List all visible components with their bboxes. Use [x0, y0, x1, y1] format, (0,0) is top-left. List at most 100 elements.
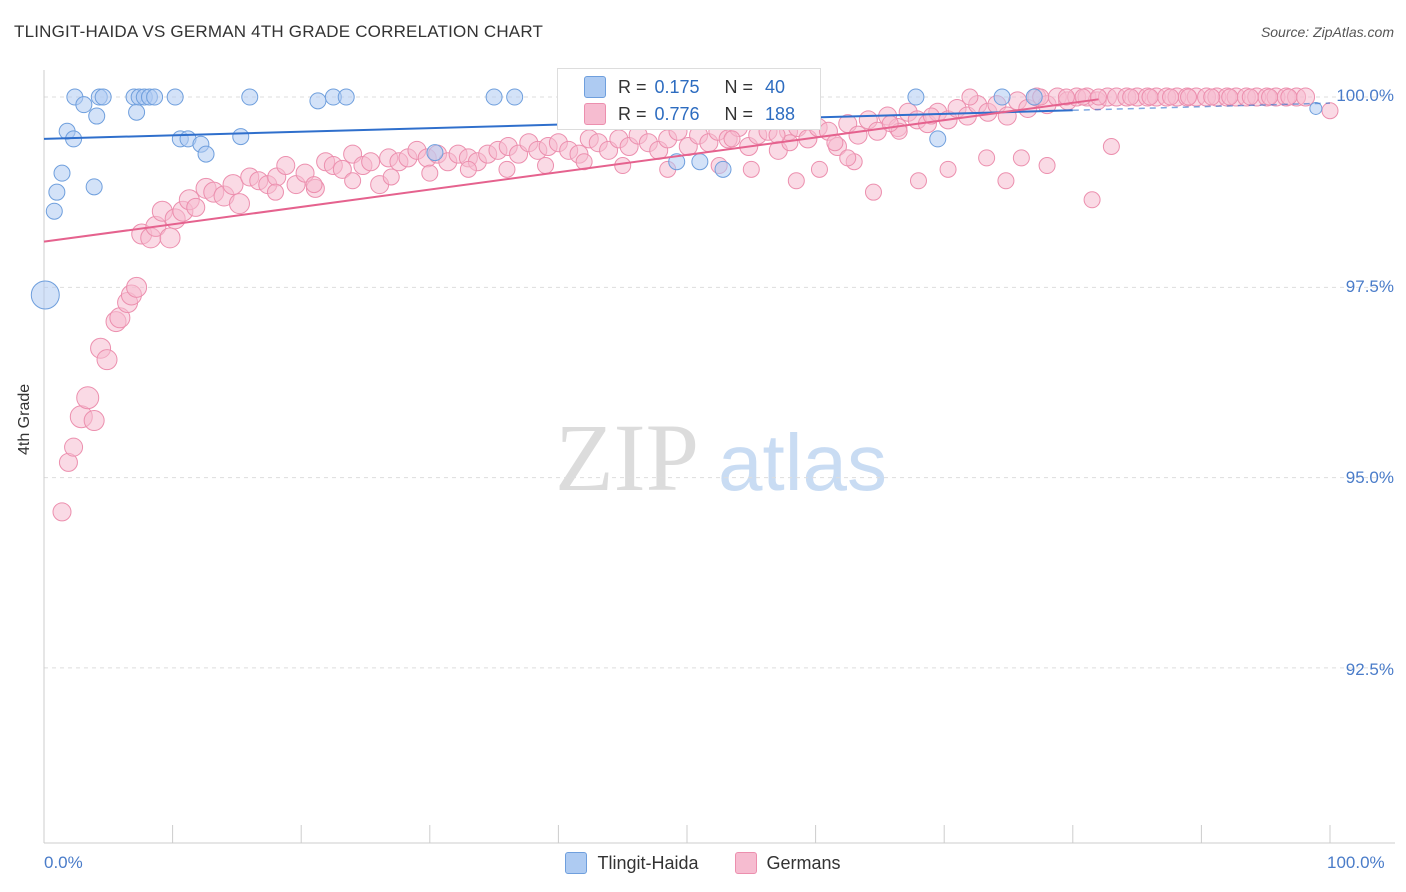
- germans-point-142: [909, 172, 927, 190]
- x-tick-label-max: 100.0%: [1327, 853, 1385, 872]
- germans-point-180: [723, 130, 741, 148]
- tlingit-haida-point-8: [85, 178, 103, 196]
- germans-trend-line: [43, 98, 1099, 243]
- legend-swatch-blue: [565, 852, 588, 874]
- germans-point-145: [810, 160, 828, 178]
- germans-point-182: [839, 149, 857, 167]
- tlingit-haida-point-24: [241, 88, 259, 106]
- germans-point-0: [52, 502, 72, 522]
- germans-point-136: [978, 149, 996, 167]
- source-label: Source: ZipAtlas.com: [1260, 24, 1394, 40]
- germans-point-173: [1321, 102, 1339, 120]
- germans-point-146: [787, 172, 805, 190]
- stats-n-value: 40: [765, 76, 786, 97]
- legend-label-tlingit-haida: Tlingit-Haida: [597, 852, 699, 873]
- stats-n-label: N =: [724, 103, 754, 124]
- legend-label-germans: Germans: [766, 852, 841, 873]
- tlingit-haida-point-11: [94, 88, 112, 106]
- stats-legend: R = 0.175 N = 40 R = 0.776 N = 188: [557, 68, 821, 130]
- germans-point-161: [1057, 88, 1075, 106]
- germans-point-37: [332, 159, 352, 179]
- watermark-atlas: atlas: [718, 418, 887, 507]
- germans-point-172: [1280, 88, 1298, 106]
- germans-point-169: [1221, 88, 1239, 106]
- germans-point-154: [459, 160, 477, 178]
- germans-point-155: [421, 164, 439, 182]
- tlingit-haida-point-7: [75, 96, 93, 114]
- stats-n-value: 188: [765, 103, 796, 124]
- tlingit-haida-point-2: [48, 183, 66, 201]
- germans-point-166: [1162, 88, 1180, 106]
- germans-point-141: [939, 160, 957, 178]
- tlingit-haida-point-0: [30, 280, 60, 310]
- germans-point-158: [305, 176, 323, 194]
- germans-point-165: [1141, 88, 1159, 106]
- tlingit-haida-point-30: [506, 88, 524, 106]
- germans-point-4: [76, 386, 100, 410]
- germans-point-135: [1012, 149, 1030, 167]
- germans-point-89: [848, 125, 868, 145]
- tlingit-haida-point-22: [197, 145, 215, 163]
- germans-point-147: [742, 160, 760, 178]
- tlingit-haida-point-35: [907, 88, 925, 106]
- germans-point-164: [1122, 88, 1140, 106]
- chart-title: TLINGIT-HAIDA VS GERMAN 4TH GRADE CORREL…: [14, 22, 544, 41]
- germans-point-167: [1180, 88, 1198, 106]
- tlingit-haida-point-17: [146, 88, 164, 106]
- germans-point-17: [159, 227, 181, 249]
- axis-layer: [43, 70, 1395, 844]
- stats-swatch-pink: [584, 103, 606, 125]
- tlingit-haida-point-36: [929, 130, 947, 148]
- germans-point-31: [276, 156, 296, 176]
- stats-r-value: 0.776: [654, 103, 700, 124]
- stats-r-label: R =: [618, 103, 647, 124]
- germans-point-5: [83, 410, 105, 432]
- tlingit-haida-point-25: [309, 92, 327, 110]
- germans-point-159: [266, 183, 284, 201]
- tlingit-haida-point-23: [232, 128, 250, 146]
- tlingit-haida-point-39: [1309, 101, 1323, 115]
- legend: Tlingit-Haida Germans: [0, 852, 1406, 874]
- legend-item-germans[interactable]: Germans: [734, 852, 841, 874]
- germans-point-104: [997, 106, 1017, 126]
- watermark-zip: ZIP: [555, 404, 699, 511]
- tlingit-haida-point-38: [1025, 88, 1043, 106]
- germans-point-174: [961, 88, 979, 106]
- tlingit-haida-point-29: [485, 88, 503, 106]
- stats-row-germans: R = 0.776 N = 188: [584, 102, 795, 126]
- stats-r-label: R =: [618, 76, 647, 97]
- germans-point-152: [537, 157, 555, 175]
- germans-point-177: [826, 134, 844, 152]
- germans-point-139: [1083, 191, 1101, 209]
- germans-point-163: [1090, 88, 1108, 106]
- germans-point-140: [1102, 138, 1120, 156]
- y-tick-label-95: 95.0%: [1345, 468, 1394, 487]
- y-tick-label-100: 100.0%: [1336, 86, 1394, 105]
- tlingit-haida-point-34: [714, 160, 732, 178]
- germans-point-25: [222, 174, 244, 196]
- germans-point-7: [96, 349, 118, 371]
- tlingit-haida-trend-extension: [1072, 102, 1331, 112]
- germans-point-150: [614, 157, 632, 175]
- germans-point-156: [382, 168, 400, 186]
- stats-r-value: 0.175: [654, 76, 700, 97]
- legend-swatch-pink: [734, 852, 757, 874]
- stats-row-tlingit-haida: R = 0.175 N = 40: [584, 75, 785, 99]
- tlingit-haida-point-37: [993, 88, 1011, 106]
- tlingit-haida-point-18: [166, 88, 184, 106]
- germans-point-40: [361, 152, 381, 172]
- germans-point-21: [186, 197, 206, 217]
- tlingit-haida-point-1: [45, 202, 63, 220]
- germans-point-138: [997, 172, 1015, 190]
- germans-point-175: [922, 107, 940, 125]
- germans-point-181: [881, 115, 899, 133]
- germans-point-12: [126, 276, 148, 298]
- tlingit-haida-point-27: [337, 88, 355, 106]
- germans-point-168: [1203, 88, 1221, 106]
- y-tick-label-92-5: 92.5%: [1345, 660, 1394, 679]
- legend-item-tlingit-haida[interactable]: Tlingit-Haida: [565, 852, 699, 874]
- y-tick-label-97-5: 97.5%: [1345, 277, 1394, 296]
- tlingit-haida-point-33: [691, 153, 709, 171]
- germans-point-157: [344, 172, 362, 190]
